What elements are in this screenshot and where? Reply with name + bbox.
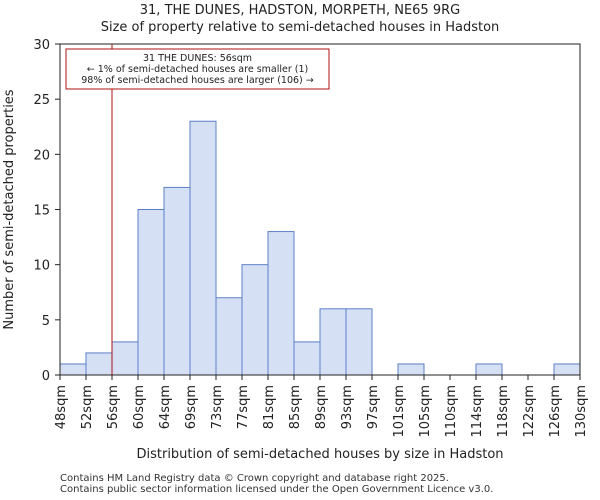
- x-tick-label: 81sqm: [262, 385, 277, 429]
- histogram-bar: [553, 363, 581, 376]
- y-tick-label: 25: [33, 93, 50, 108]
- y-tick-label: 5: [42, 314, 50, 329]
- annotation-line: 98% of semi-detached houses are larger (…: [81, 75, 314, 86]
- y-axis-label: Number of semi-detached properties: [2, 89, 17, 329]
- x-tick-label: 93sqm: [340, 385, 355, 429]
- x-tick-label: 110sqm: [444, 385, 459, 438]
- y-tick-label: 30: [33, 38, 50, 53]
- y-tick-label: 0: [42, 369, 50, 384]
- histogram-bar: [267, 231, 295, 376]
- histogram-bar: [397, 363, 425, 376]
- x-tick-label: 126sqm: [548, 385, 563, 438]
- x-tick-label: 122sqm: [522, 385, 537, 438]
- annotation-line: ← 1% of semi-detached houses are smaller…: [87, 64, 308, 75]
- x-tick-label: 77sqm: [236, 385, 251, 429]
- histogram-bar: [85, 352, 113, 376]
- y-tick-label: 10: [33, 259, 50, 274]
- histogram-bar: [475, 363, 503, 376]
- x-tick-label: 101sqm: [392, 385, 407, 438]
- x-tick-label: 85sqm: [288, 385, 303, 429]
- x-tick-label: 130sqm: [574, 385, 589, 438]
- histogram-bar: [293, 341, 321, 376]
- x-axis-label: Distribution of semi-detached houses by …: [136, 447, 503, 462]
- chart-subtitle: Size of property relative to semi-detach…: [100, 20, 500, 35]
- x-tick-label: 48sqm: [54, 385, 69, 429]
- histogram-bar: [189, 120, 217, 376]
- x-tick-label: 52sqm: [80, 385, 95, 429]
- footer-copyright: Contains HM Land Registry data © Crown c…: [60, 473, 449, 484]
- histogram-bar: [345, 308, 373, 376]
- histogram-bar: [319, 308, 347, 376]
- x-tick-label: 97sqm: [366, 385, 381, 429]
- x-tick-label: 114sqm: [470, 385, 485, 438]
- y-tick-label: 15: [33, 204, 50, 219]
- histogram-bar: [137, 209, 165, 376]
- chart-title: 31, THE DUNES, HADSTON, MORPETH, NE65 9R…: [139, 3, 461, 18]
- histogram-bar: [163, 186, 191, 376]
- x-tick-label: 105sqm: [418, 385, 433, 438]
- x-tick-label: 118sqm: [496, 385, 511, 438]
- annotation-line: 31 THE DUNES: 56sqm: [143, 53, 252, 64]
- x-tick-label: 64sqm: [158, 385, 173, 429]
- histogram-bar: [59, 363, 87, 376]
- y-tick-label: 20: [33, 148, 50, 163]
- footer-licence: Contains public sector information licen…: [60, 484, 494, 495]
- histogram-bar: [241, 264, 269, 376]
- x-tick-label: 69sqm: [184, 385, 199, 429]
- x-tick-label: 73sqm: [210, 385, 225, 429]
- x-tick-label: 60sqm: [132, 385, 147, 429]
- histogram-bar: [111, 341, 139, 376]
- x-tick-label: 89sqm: [314, 385, 329, 429]
- x-tick-label: 56sqm: [106, 385, 121, 429]
- annotation-box: [65, 48, 330, 90]
- histogram-bar: [215, 297, 243, 376]
